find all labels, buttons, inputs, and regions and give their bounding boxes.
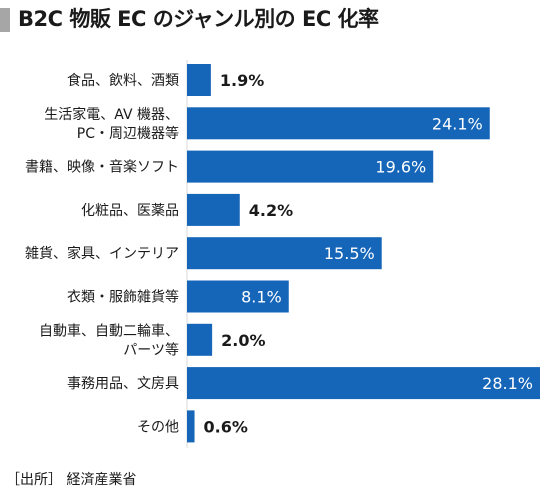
bar [187,237,382,270]
category-label: 食品、飲料、酒類 [67,72,179,89]
category-label: その他 [137,419,179,435]
category-label: 化粧品、医薬品 [81,203,179,219]
value-label: 0.6% [204,417,248,436]
bar [187,193,240,226]
bar [187,107,490,140]
source-note: ［出所］ 経済産業省 [6,472,137,488]
category-label: 事務用品、文房具 [67,376,179,392]
category-label: 生活家電、AV 機器、 [44,106,179,123]
category-label: PC・周辺機器等 [77,125,179,142]
value-label: 19.6% [375,158,426,177]
value-label: 15.5% [324,244,375,263]
category-label: 自動車、自動二輪車、 [39,322,179,339]
chart-title: B2C 物販 EC のジャンル別の EC 化率 [18,7,379,31]
value-label: 28.1% [482,374,533,393]
value-label: 24.1% [432,114,483,133]
bar [187,280,289,313]
category-label: 衣類・服飾雑貨等 [67,289,179,306]
category-label: 雑貨、家具、インテリア [25,245,179,262]
bar [187,150,434,183]
title-accent-bar [0,8,10,32]
category-label: 書籍、映像・音楽ソフト [25,159,179,176]
value-label: 1.9% [220,71,264,90]
category-label: パーツ等 [123,341,179,358]
bar [187,410,195,443]
value-label: 4.2% [249,201,293,220]
bar [187,367,540,400]
value-label: 2.0% [221,331,265,350]
bar [187,323,213,356]
bar [187,64,211,96]
value-label: 8.1% [241,288,282,307]
